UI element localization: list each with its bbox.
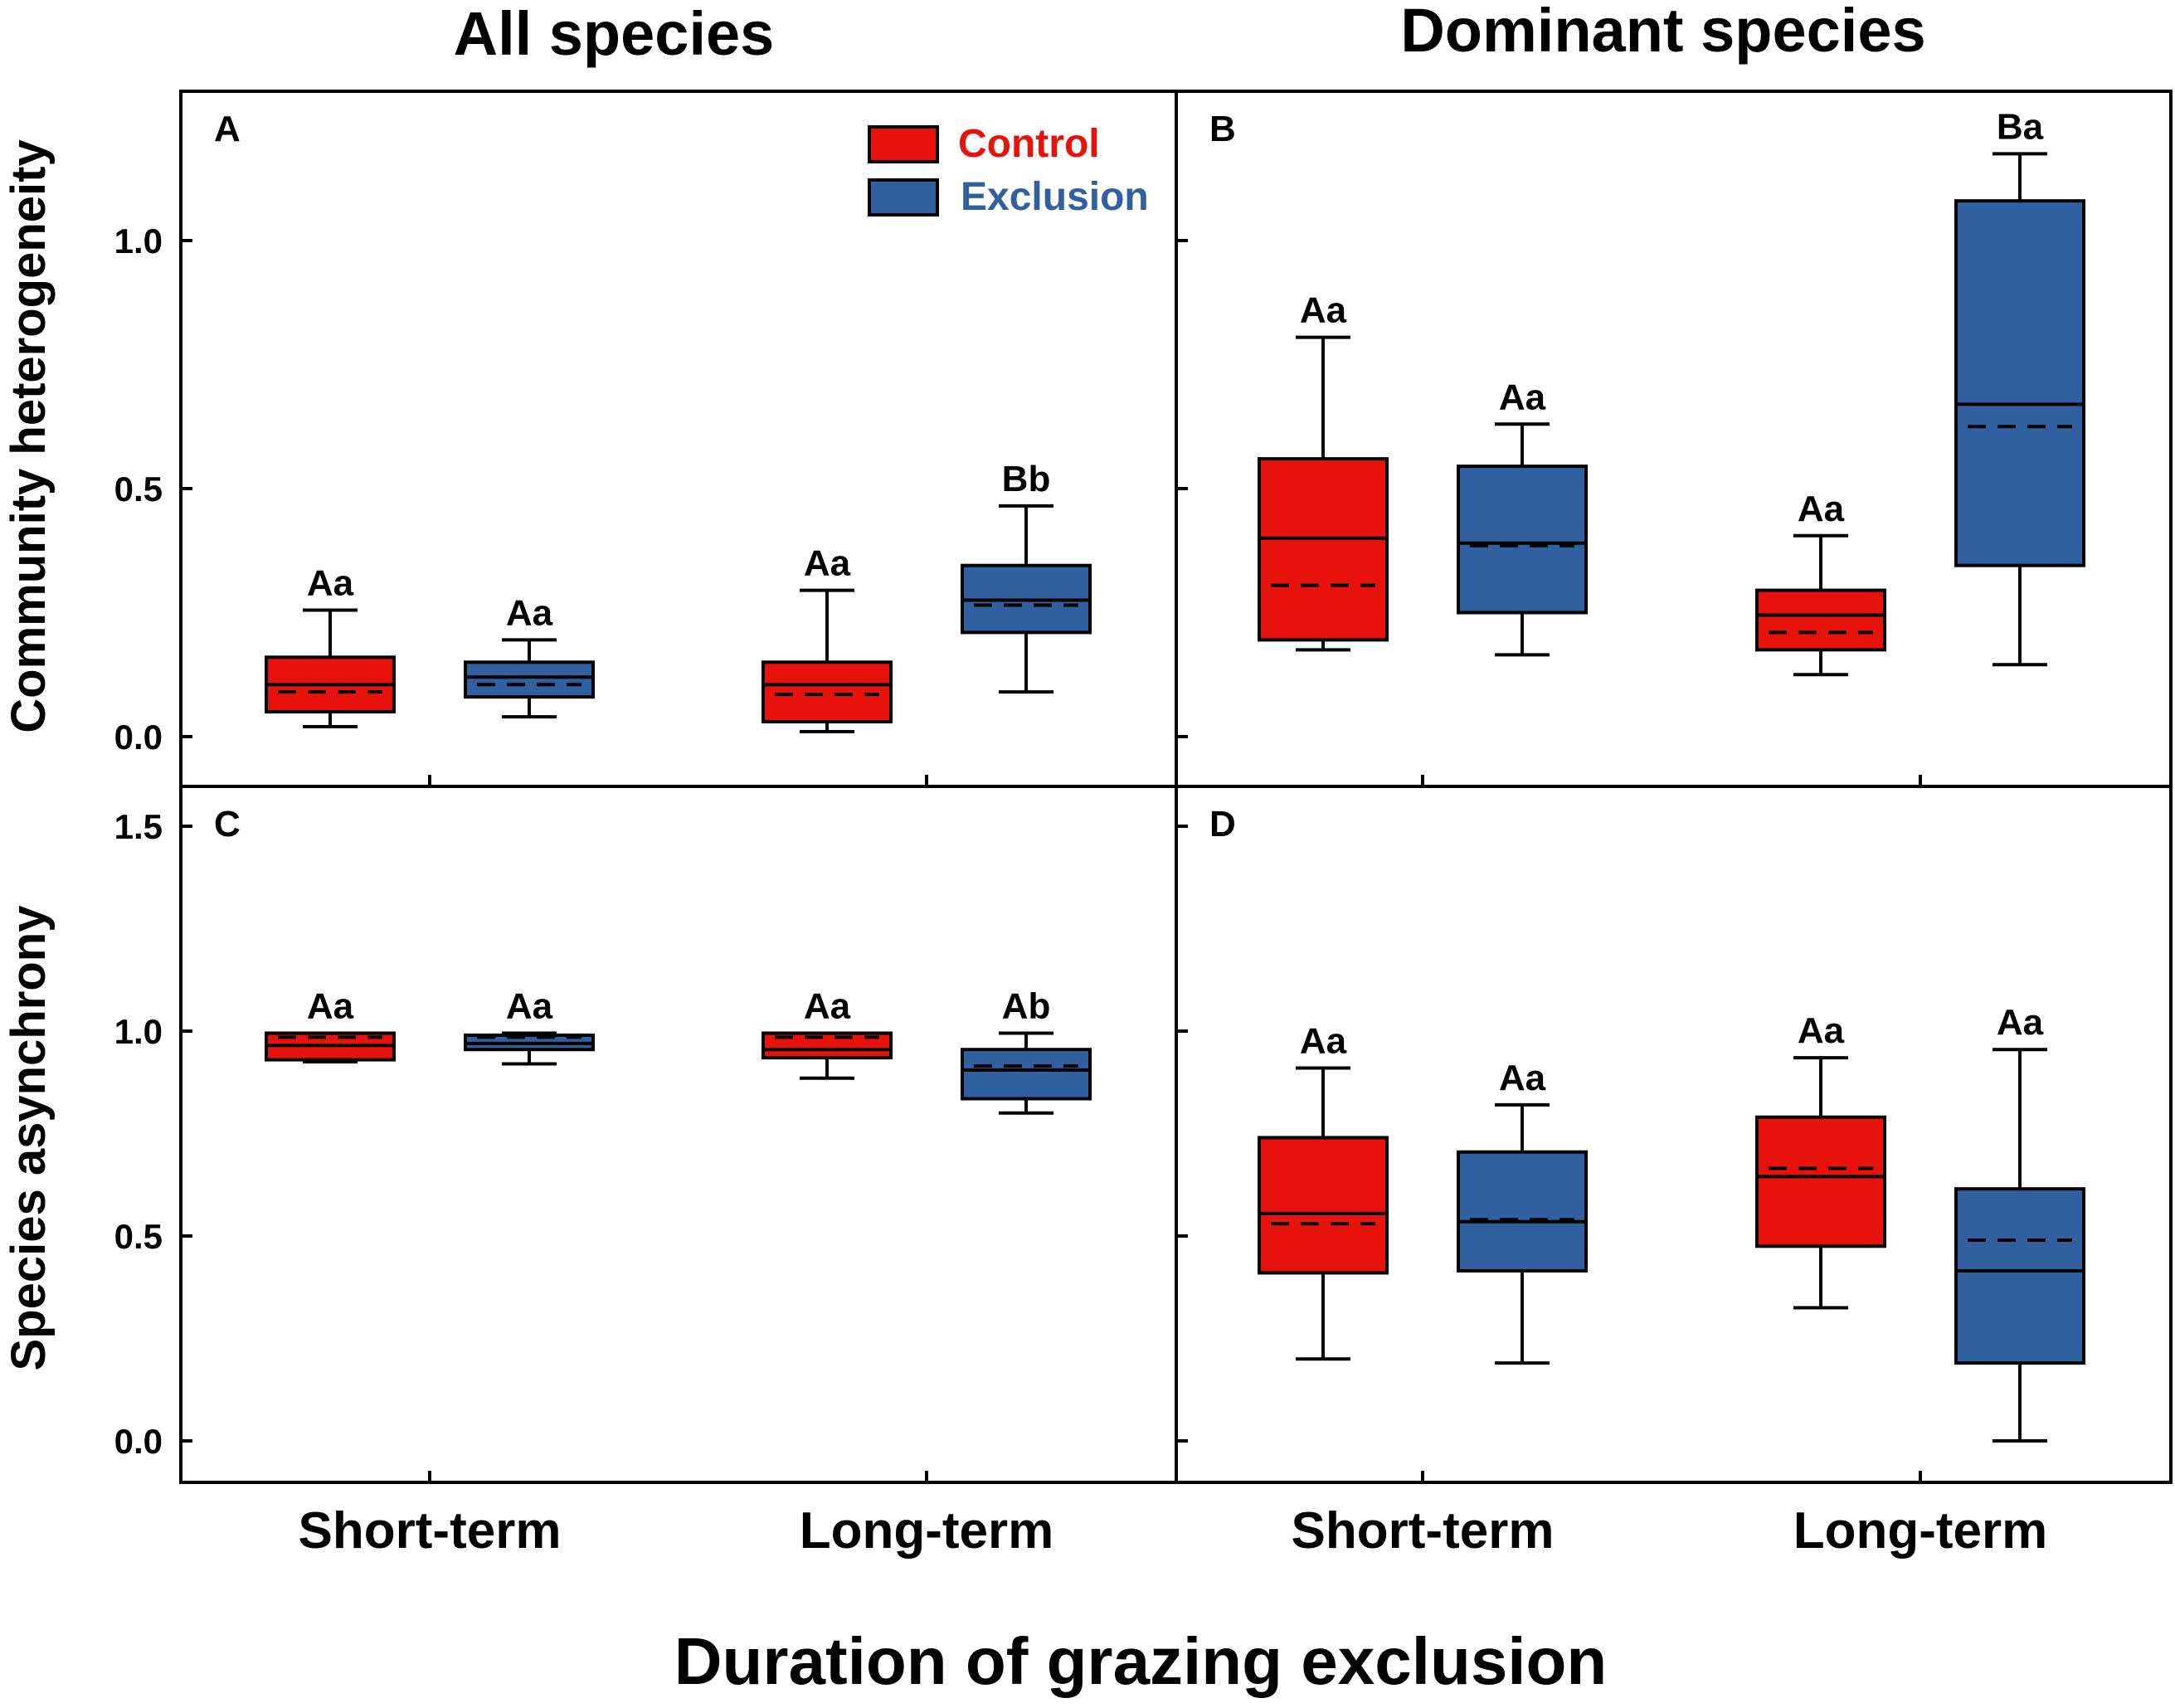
y-tick-label: 1.5	[114, 807, 163, 846]
y-label-community-heterogeneity: Community heterogeneity	[2, 139, 56, 732]
x-category-long-term-right: Long-term	[1793, 1502, 2048, 1560]
significance-label: Bb	[1002, 459, 1051, 499]
legend: Control Exclusion	[868, 122, 1149, 219]
y-label-species-asynchrony: Species asynchrony	[2, 906, 56, 1371]
significance-label: Aa	[1499, 377, 1546, 417]
significance-label: Aa	[506, 985, 553, 1026]
panel-d: D Aa Aa Aa Aa	[1175, 785, 2173, 1484]
significance-label: Aa	[506, 592, 553, 633]
box-exclusion-long-term: Ab	[961, 985, 1092, 1115]
y-tick-label: 0.0	[114, 718, 163, 757]
box-iqr	[761, 660, 893, 724]
col-title-all-species: All species	[454, 0, 775, 68]
box-iqr	[1755, 588, 1886, 652]
y-tick-label: 1.0	[114, 1012, 163, 1051]
box-iqr	[1457, 465, 1588, 615]
box-iqr	[1954, 199, 2085, 567]
box-exclusion-long-term: Ba	[1954, 106, 2085, 667]
y-tick-label: 0.5	[114, 470, 163, 509]
box-iqr	[1457, 1150, 1588, 1272]
significance-label: Aa	[307, 985, 354, 1026]
significance-label: Aa	[307, 563, 354, 604]
box-control-short-term: Aa	[265, 563, 396, 729]
y-tick-label: 0.0	[114, 1422, 163, 1461]
significance-label: Aa	[1300, 290, 1347, 331]
significance-label: Aa	[1798, 1010, 1845, 1051]
box-exclusion-short-term: Aa	[464, 985, 595, 1066]
significance-label: Aa	[1300, 1020, 1347, 1061]
legend-swatch-exclusion	[868, 178, 939, 217]
box-iqr	[1954, 1187, 2085, 1365]
box-exclusion-long-term: Aa	[1954, 1002, 2085, 1443]
box-iqr	[1258, 1136, 1389, 1275]
box-control-long-term: Aa	[1755, 489, 1886, 677]
box-exclusion-short-term: Aa	[464, 592, 595, 719]
y-tick-label: 1.0	[114, 221, 163, 260]
box-iqr	[1258, 457, 1389, 642]
panel-label-a: A	[214, 109, 241, 149]
col-title-dominant-species: Dominant species	[1400, 0, 1925, 65]
panel-frame-c	[179, 785, 1178, 1484]
significance-label: Aa	[1997, 1002, 2044, 1043]
legend-label-exclusion: Exclusion	[961, 175, 1149, 219]
x-category-short-term-right: Short-term	[1292, 1502, 1555, 1560]
panel-a: A 0.0 0.5 1.0 Aa Aa Aa Bb	[114, 90, 1178, 788]
legend-swatch-control	[868, 125, 939, 163]
x-axis-title: Duration of grazing exclusion	[674, 1624, 1608, 1698]
significance-label: Aa	[1798, 489, 1845, 529]
significance-label: Aa	[1499, 1058, 1546, 1098]
panel-b: B Aa Aa Aa Ba	[1175, 90, 2173, 788]
significance-label: Aa	[804, 985, 851, 1026]
panel-label-d: D	[1209, 804, 1236, 844]
panel-frame-d	[1175, 785, 2173, 1484]
box-iqr	[961, 1048, 1092, 1101]
x-category-short-term-left: Short-term	[299, 1502, 562, 1560]
y-tick-label: 0.5	[114, 1217, 163, 1256]
panel-c: C 0.0 0.5 1.0 1.5 Aa Aa Aa Ab	[114, 785, 1178, 1484]
significance-label: Ab	[1002, 985, 1051, 1026]
x-category-long-term-left: Long-term	[800, 1502, 1054, 1560]
legend-label-control: Control	[958, 122, 1100, 166]
box-iqr	[464, 660, 595, 699]
panel-label-b: B	[1209, 109, 1236, 149]
box-exclusion-short-term: Aa	[1457, 377, 1588, 657]
panel-label-c: C	[214, 804, 241, 844]
box-exclusion-long-term: Bb	[961, 459, 1092, 694]
box-control-short-term: Aa	[265, 985, 396, 1064]
box-control-long-term: Aa	[1755, 1010, 1886, 1310]
box-control-short-term: Aa	[1258, 290, 1389, 652]
box-control-long-term: Aa	[761, 543, 893, 734]
box-control-long-term: Aa	[761, 985, 893, 1080]
significance-label: Aa	[804, 543, 851, 584]
significance-label: Ba	[1997, 106, 2044, 147]
box-exclusion-short-term: Aa	[1457, 1058, 1588, 1365]
box-iqr	[1755, 1115, 1886, 1248]
panels: A 0.0 0.5 1.0 Aa Aa Aa Bb B Aa Aa Aa Ba C 0.0 0.5 1.0 1.5…	[114, 90, 2173, 1484]
box-control-short-term: Aa	[1258, 1020, 1389, 1361]
